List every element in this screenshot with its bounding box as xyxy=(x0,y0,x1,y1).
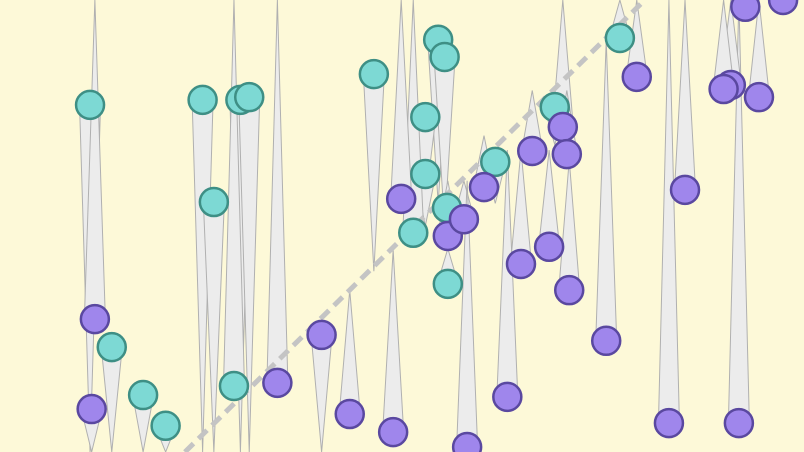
point-tail xyxy=(558,159,581,291)
data-point-s1-17 xyxy=(553,274,585,306)
data-point-s0-4 xyxy=(233,81,265,113)
data-point-s1-4 xyxy=(334,398,365,430)
data-point-s1-10 xyxy=(468,171,500,203)
data-point-s0-13 xyxy=(480,146,511,178)
data-point-s0-7 xyxy=(429,41,460,73)
data-point-s0-17 xyxy=(127,379,159,411)
data-point-s0-12 xyxy=(432,268,464,300)
data-point-s1-23 xyxy=(730,0,761,23)
data-point-s1-25 xyxy=(708,73,739,105)
data-point-s1-19 xyxy=(621,61,653,93)
data-point-s1-8 xyxy=(448,203,480,235)
point-tail xyxy=(266,0,289,384)
data-point-s0-11 xyxy=(398,217,429,249)
data-point-s0-1 xyxy=(187,84,218,116)
data-point-s1-13 xyxy=(516,135,548,167)
point-tail xyxy=(100,346,123,452)
data-point-s1-1 xyxy=(76,393,107,425)
data-point-s1-6 xyxy=(385,183,417,215)
point-tail xyxy=(509,150,533,265)
data-point-s1-2 xyxy=(262,367,293,399)
data-point-s0-0 xyxy=(74,89,106,121)
reference-line xyxy=(183,0,647,452)
point-tail xyxy=(382,249,405,433)
data-point-s1-5 xyxy=(377,416,409,448)
data-point-s1-9 xyxy=(451,431,483,452)
point-tail xyxy=(673,0,697,191)
data-point-s0-18 xyxy=(150,410,181,442)
data-point-s1-21 xyxy=(653,407,685,439)
data-point-s0-15 xyxy=(604,22,636,54)
point-tail xyxy=(310,334,333,452)
data-point-s1-27 xyxy=(767,0,799,16)
data-point-s1-12 xyxy=(505,248,537,280)
data-point-s0-19 xyxy=(218,370,250,402)
data-point-s0-16 xyxy=(96,331,128,363)
data-point-s0-5 xyxy=(358,58,390,90)
data-point-s1-14 xyxy=(533,231,565,263)
data-point-s0-9 xyxy=(410,158,441,190)
point-tail xyxy=(338,290,361,415)
data-point-s1-16 xyxy=(551,138,583,170)
data-point-s1-18 xyxy=(590,325,622,357)
data-point-s1-11 xyxy=(492,381,523,413)
data-point-s1-20 xyxy=(669,174,701,206)
data-point-s1-15 xyxy=(547,111,579,143)
data-point-s1-3 xyxy=(306,319,337,351)
data-point-s1-0 xyxy=(79,303,111,335)
data-point-s0-8 xyxy=(410,101,441,133)
points-layer xyxy=(74,0,799,452)
point-tail xyxy=(657,0,680,424)
data-point-s0-2 xyxy=(198,186,230,218)
data-point-s1-26 xyxy=(743,81,775,113)
point-tail xyxy=(595,40,618,342)
data-point-s1-22 xyxy=(723,407,755,439)
point-tail xyxy=(362,73,385,272)
